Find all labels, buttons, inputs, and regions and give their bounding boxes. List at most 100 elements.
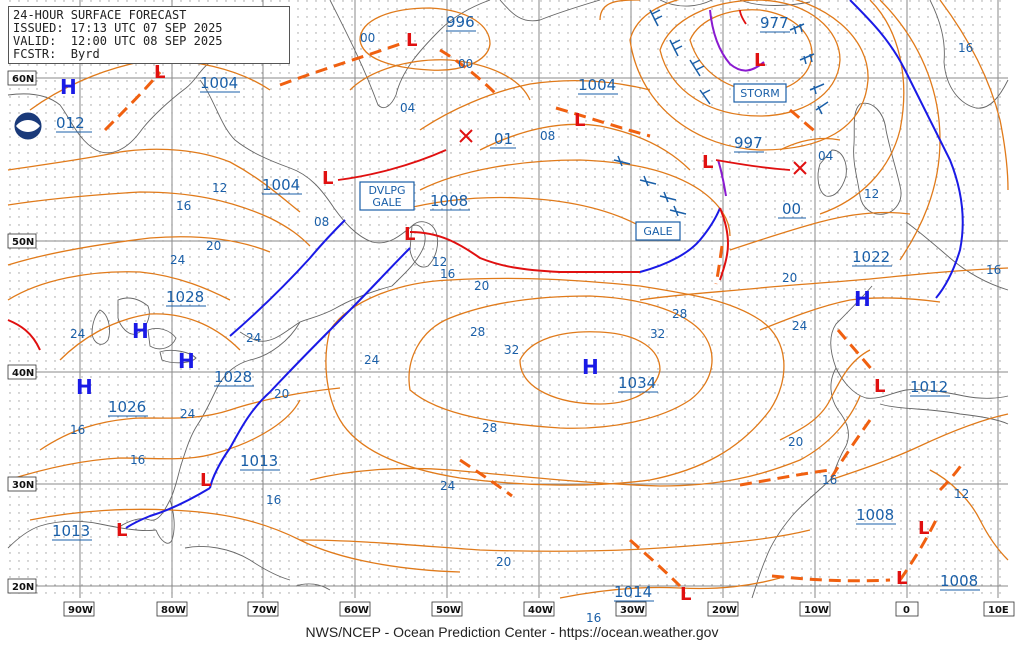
low-pressure: 977: [760, 14, 789, 32]
isobar-label: 24: [170, 253, 185, 267]
low-pressure: 1013: [240, 452, 278, 470]
high-symbol: H: [76, 375, 93, 399]
warning-dvlpg-gale: GALE: [372, 196, 401, 209]
isobar-label: 12: [432, 255, 447, 269]
lon-label-60w: 60W: [344, 605, 369, 616]
low-symbol: L: [896, 568, 907, 589]
isobar-label: 16: [822, 473, 837, 487]
isobar-label: 12: [212, 181, 227, 195]
warning-storm: STORM: [740, 87, 780, 100]
lat-label-50n: 50N: [12, 237, 34, 248]
occluded-fronts: [709, 9, 765, 197]
isobar-label: 16: [130, 453, 145, 467]
high-pressure: 1028: [166, 288, 204, 306]
isobar-label: 20: [788, 435, 803, 449]
lat-label-30n: 30N: [12, 480, 34, 491]
lat-label-20n: 20N: [12, 582, 34, 593]
isobar-label: 12: [954, 487, 969, 501]
isobar-label: 24: [440, 479, 455, 493]
lon-label-80w: 80W: [161, 605, 186, 616]
high-symbol: H: [60, 75, 77, 99]
lon-label-40w: 40W: [528, 605, 553, 616]
low-symbol: L: [322, 168, 333, 189]
low-pressure: 1013: [52, 522, 90, 540]
header-title: 24-HOUR SURFACE FORECAST: [13, 8, 187, 22]
low-pressure: 1008: [940, 572, 978, 590]
lon-label-0: 0: [903, 605, 910, 616]
isobar-label: 20: [206, 239, 221, 253]
isobar-label: 28: [672, 307, 687, 321]
high-pressure: 1034: [618, 374, 656, 392]
high-symbol: H: [854, 287, 871, 311]
low-pressure: 996: [446, 13, 475, 31]
high-pressure: 1026: [108, 398, 146, 416]
low-symbol: L: [406, 30, 417, 51]
lon-label-70w: 70W: [252, 605, 277, 616]
low-symbol: L: [754, 50, 765, 71]
isobar-label: 28: [482, 421, 497, 435]
low-pressure: 997: [734, 134, 763, 152]
high-pressure: 1028: [214, 368, 252, 386]
warning-gale: GALE: [643, 225, 672, 238]
isobar-label: 16: [70, 423, 85, 437]
footer-credit: NWS/NCEP - Ocean Prediction Center - htt…: [305, 624, 719, 640]
isobar-labels: 00 00 04 08 08 12 16 20 24 24 24 24 28 3…: [70, 31, 1001, 625]
warning-dvlpg-gale: DVLPG: [368, 184, 405, 197]
low-pressure: 1014: [614, 583, 652, 601]
low-pressure: 1004: [578, 76, 616, 94]
lon-label-10w: 10W: [804, 605, 829, 616]
pressure-values: 1028 1026 1028 1034 1022 1012 996 1004 0…: [52, 13, 980, 602]
isobar-label: 16: [440, 267, 455, 281]
low-pressure: 012: [56, 114, 85, 132]
low-symbol: L: [702, 152, 713, 173]
isobar-label: 32: [504, 343, 519, 357]
lat-label-40n: 40N: [12, 368, 34, 379]
cold-fronts: [125, 0, 964, 529]
high-pressure-centers: H H H H H H: [60, 75, 871, 399]
warm-fronts: [7, 207, 730, 351]
high-symbol: H: [178, 349, 195, 373]
isobar-label: 16: [176, 199, 191, 213]
isobar-label: 24: [364, 353, 379, 367]
latitude-grid: [8, 77, 1008, 587]
isobar-label: 08: [540, 129, 555, 143]
isobars: [7, 0, 1009, 599]
low-symbol: L: [200, 470, 211, 491]
lat-label-60n: 60N: [12, 74, 34, 85]
high-pressure: 1012: [910, 378, 948, 396]
noaa-logo: [13, 111, 43, 141]
low-symbol: L: [874, 376, 885, 397]
isobar-label: 00: [360, 31, 375, 45]
low-pressure: 1008: [430, 192, 468, 210]
low-pressure: 1004: [262, 176, 300, 194]
troughs: [103, 42, 964, 588]
lat-labels: 60N 50N 40N 30N 20N: [7, 70, 37, 594]
header-forecaster: FCSTR: Byrd: [13, 47, 100, 61]
isobar-label: 24: [792, 319, 807, 333]
low-symbol: L: [116, 520, 127, 541]
forecast-x-marks: [459, 129, 807, 175]
isobar-label: 04: [400, 101, 415, 115]
isobar-label: 20: [474, 279, 489, 293]
low-pressure: 1008: [856, 506, 894, 524]
low-symbols: L L L L L L L L L L L L L: [116, 30, 929, 605]
isobar-label: 16: [958, 41, 973, 55]
header-issued: ISSUED: 17:13 UTC 07 SEP 2025: [13, 21, 223, 35]
low-symbol: L: [154, 62, 165, 83]
isobar-label: 16: [986, 263, 1001, 277]
isobar-label: 24: [70, 327, 85, 341]
lon-labels: 90W 80W 70W 60W 50W 40W 30W 20W 10W 0 10…: [63, 601, 1015, 617]
low-symbol: L: [404, 224, 415, 245]
lon-label-30w: 30W: [620, 605, 645, 616]
isobar-label: 20: [496, 555, 511, 569]
low-symbol: L: [680, 584, 691, 605]
high-symbol: H: [132, 319, 149, 343]
wind-barbs: [613, 9, 829, 217]
isobar-label: 04: [818, 149, 833, 163]
low-pressure: 1004: [200, 74, 238, 92]
isobar-label: 24: [246, 331, 261, 345]
low-symbol: L: [918, 518, 929, 539]
map-area: [8, 0, 1008, 598]
isobar-label: 16: [586, 611, 601, 625]
